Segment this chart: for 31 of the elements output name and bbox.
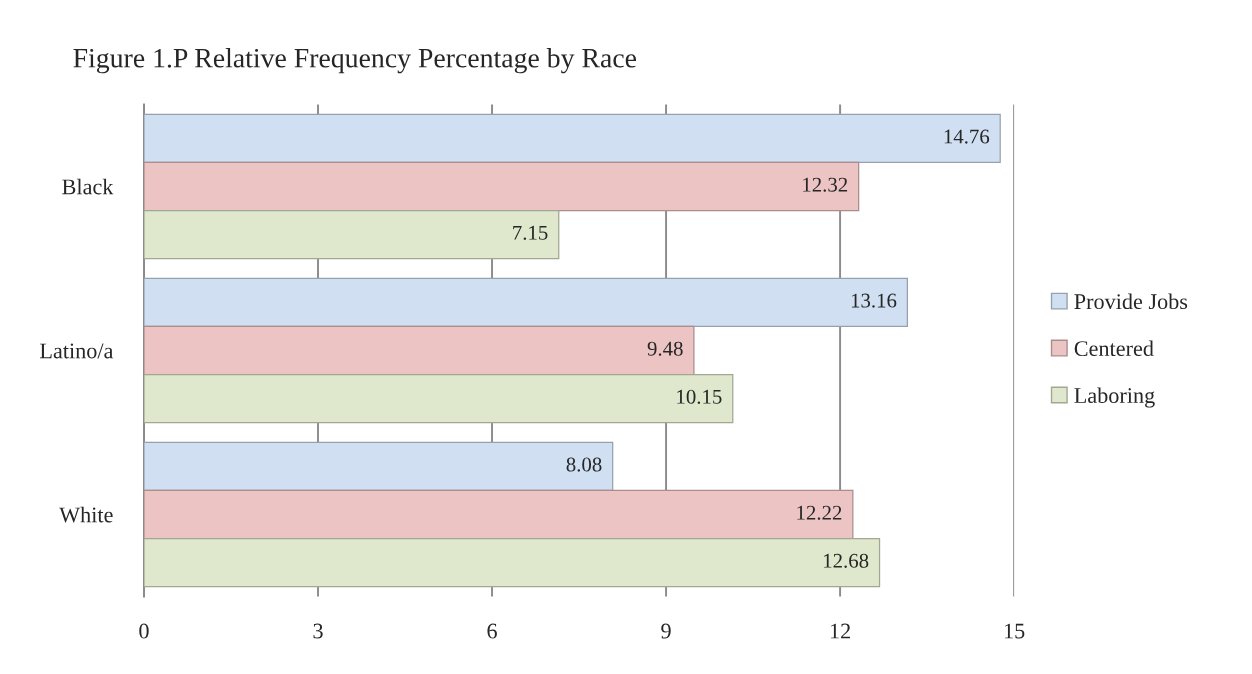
legend-label: Provide Jobs (1074, 293, 1188, 310)
x-tick-label: 9 (661, 623, 671, 639)
legend-label: Laboring (1074, 387, 1155, 408)
data-label: 7.15 (513, 225, 548, 240)
bar (143, 441, 614, 492)
legend-label: Centered (1074, 340, 1154, 357)
x-tick-label: 12 (830, 623, 850, 639)
bar (143, 325, 695, 376)
bar (143, 489, 854, 540)
data-label: 12.22 (797, 505, 842, 520)
bar (143, 113, 1001, 164)
data-label: 12.32 (803, 177, 848, 192)
data-label: 8.08 (566, 457, 602, 472)
x-tick-label: 6 (487, 623, 497, 639)
bar (143, 209, 560, 260)
y-tick-label: Latino/a (40, 343, 114, 359)
bar (143, 277, 909, 328)
bar (143, 161, 860, 212)
data-label: 10.15 (677, 389, 722, 404)
x-tick-label: 3 (313, 623, 323, 639)
data-label: 9.48 (647, 341, 683, 356)
data-label: 13.16 (851, 293, 897, 308)
data-label: 12.68 (824, 553, 869, 568)
y-tick-label: Black (62, 178, 114, 195)
bar (143, 537, 881, 588)
x-tick-label: 0 (139, 623, 149, 639)
y-tick-label: White (59, 506, 113, 523)
chart-title: Figure 1.P Relative Frequency Percentage by Race (73, 48, 637, 74)
bar (143, 373, 734, 424)
x-tick-label: 15 (1004, 623, 1025, 639)
data-label: 14.76 (944, 129, 990, 144)
